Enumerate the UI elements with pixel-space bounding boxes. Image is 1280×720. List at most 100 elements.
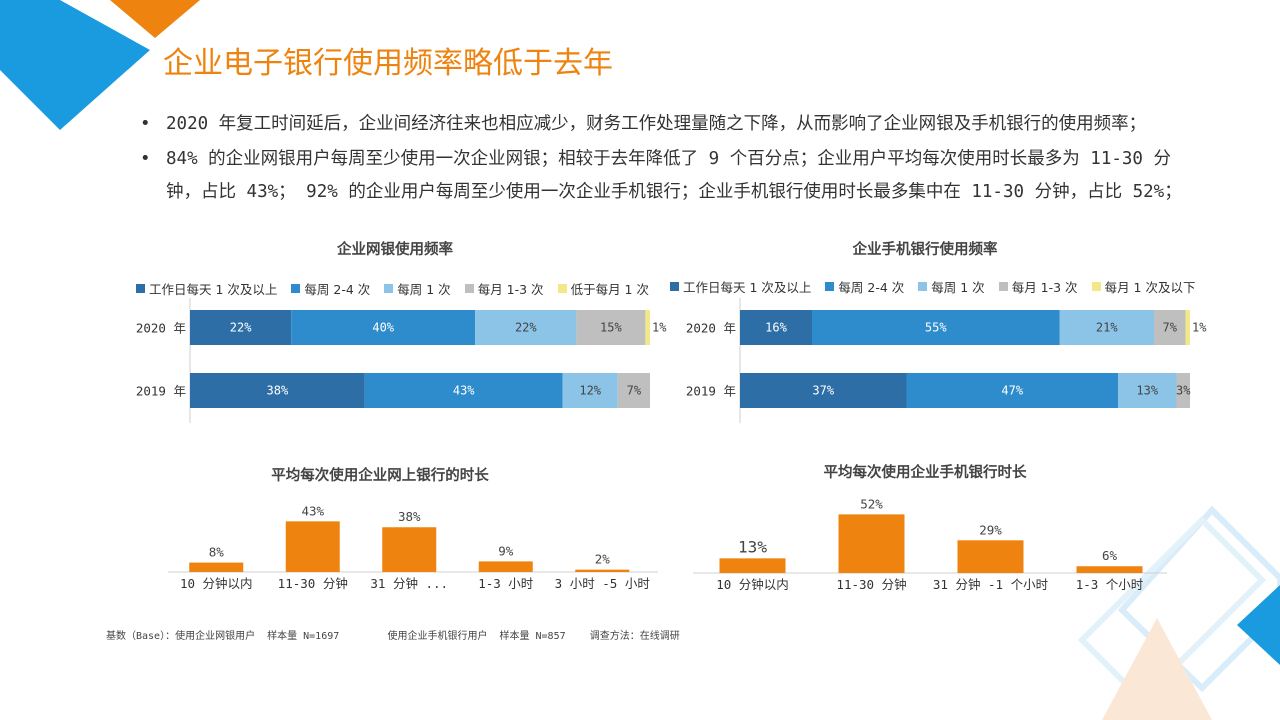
legend-item: 每周 2-4 次 (825, 277, 904, 296)
legend-item: 每周 1 次 (918, 277, 985, 296)
data-label: 1% (652, 321, 667, 335)
footnote-base: 基数（Base）：使用企业网银用户 样本量 N=1697 (106, 631, 340, 642)
bar (189, 562, 244, 572)
legend-label: 低于每月 1 次 (570, 282, 649, 297)
bar-segment (364, 373, 563, 408)
legend-item: 每周 2-4 次 (291, 279, 370, 298)
category-label: 31 分钟 -1 个小时 (933, 577, 1049, 592)
chart-mobile-duration: 13% 10 分钟以内 52% 11-30 分钟 29% 31 分钟 -1 个小时 6% 1-… (693, 496, 1167, 592)
data-label: 47% (1001, 384, 1023, 398)
category-label: 2019 年 (686, 384, 736, 399)
data-label: 7% (1163, 321, 1178, 335)
legend-label: 工作日每天 1 次及以上 (149, 282, 278, 297)
data-label: 38% (267, 384, 289, 398)
legend-netbank: 工作日每天 1 次及以上 每周 2-4 次 每周 1 次 每月 1-3 次 低于… (136, 279, 663, 298)
legend-item: 工作日每天 1 次及以上 (136, 279, 277, 298)
chart-title-netbank-frequency: 企业网银使用频率 (337, 242, 453, 258)
bullet-item: • 84% 的企业网银用户每周至少使用一次企业网银；相较于去年降低了 9 个百分… (140, 143, 1200, 209)
bar-segment (190, 373, 365, 408)
legend-label: 每月 1-3 次 (477, 282, 544, 297)
bullet-text: 84% 的企业网银用户每周至少使用一次企业网银；相较于去年降低了 9 个百分点；… (166, 149, 1182, 202)
bar-segment (1176, 373, 1190, 408)
data-label: 21% (1096, 321, 1118, 335)
legend-label: 每周 2-4 次 (838, 280, 905, 295)
bar (478, 561, 533, 572)
chart-title-mobile-frequency: 企业手机银行使用频率 (852, 242, 998, 258)
category-label: 11-30 分钟 (278, 576, 348, 591)
data-label: 3% (1176, 384, 1191, 398)
bar (1076, 566, 1143, 573)
category-label: 10 分钟以内 (180, 576, 253, 591)
bar (957, 540, 1024, 573)
legend-mobile: 工作日每天 1 次及以上 每周 2-4 次 每周 1 次 每月 1-3 次 每月… (670, 277, 1209, 296)
category-label: 3 小时 -5 小时 (555, 576, 651, 591)
data-label: 38% (398, 509, 421, 524)
legend-item: 每月 1-3 次 (464, 279, 544, 298)
bar-segment (1118, 373, 1177, 408)
legend-item: 每月 1-3 次 (998, 277, 1078, 296)
bar-segment (291, 310, 476, 345)
data-label: 8% (209, 545, 225, 560)
bar-segment (645, 310, 650, 345)
data-label: 1% (1192, 321, 1207, 335)
legend-item: 低于每月 1 次 (557, 279, 649, 298)
legend-label: 每周 1 次 (931, 280, 985, 295)
footnote-method: 调查方法：在线调研 (589, 631, 680, 642)
data-label: 7% (627, 384, 642, 398)
data-label: 37% (812, 384, 834, 398)
data-label: 22% (515, 321, 537, 335)
chart-mobile-frequency: 2020 年 16% 55% 21% 7% 1% 2019 年 37% 47% 13% 3% (686, 298, 1207, 423)
data-label: 22% (230, 321, 252, 335)
bullet-item: • 2020 年复工时间延后，企业间经济往来也相应减少，财务工作处理量随之下降，… (140, 108, 1200, 141)
bar (382, 527, 437, 572)
legend-item: 每月 1 次及以下 (1091, 277, 1196, 296)
bullet-dot: • (140, 114, 151, 134)
bar-segment (812, 310, 1060, 345)
data-label: 2% (595, 552, 611, 567)
bar-segment (740, 373, 907, 408)
bullet-list: • 2020 年复工时间延后，企业间经济往来也相应减少，财务工作处理量随之下降，… (140, 108, 1200, 211)
category-label: 31 分钟 ... (370, 576, 448, 591)
bullet-dot: • (140, 149, 151, 169)
bar (719, 558, 786, 573)
category-label: 2019 年 (136, 384, 186, 399)
bar-segment (475, 310, 577, 345)
bar-segment (562, 373, 618, 408)
page-title: 企业电子银行使用频率略低于去年 (163, 46, 613, 81)
data-label: 13% (1136, 384, 1158, 398)
data-label: 13% (738, 537, 767, 556)
chart-netbank-frequency: 2020 年 22% 40% 22% 15% 1% 2019 年 38% 43% 12% 7% (136, 298, 667, 423)
data-label: 55% (925, 321, 947, 335)
bar-segment (906, 373, 1118, 408)
chart-netbank-duration: 8% 10 分钟以内 43% 11-30 分钟 38% 31 分钟 ... 9% 1-3 小时… (168, 503, 658, 591)
data-label: 52% (860, 496, 883, 511)
bar (285, 521, 340, 572)
corner-decoration-top-left (0, 0, 200, 130)
data-label: 12% (579, 384, 601, 398)
bar-segment (617, 373, 650, 408)
data-label: 40% (372, 321, 394, 335)
data-label: 29% (979, 522, 1002, 537)
bar-segment (1059, 310, 1154, 345)
bar (838, 514, 905, 573)
legend-label: 每周 1 次 (397, 282, 451, 297)
legend-label: 每月 1 次及以下 (1104, 280, 1196, 295)
chart-title-mobile-duration: 平均每次使用企业手机银行时长 (823, 465, 1027, 481)
legend-label: 每月 1-3 次 (1011, 280, 1078, 295)
legend-item: 每周 1 次 (384, 279, 451, 298)
data-label: 43% (301, 503, 324, 518)
legend-item: 工作日每天 1 次及以上 (670, 277, 811, 296)
corner-decoration-bottom-right (1077, 505, 1280, 720)
category-label: 1-3 小时 (478, 576, 534, 591)
category-label: 1-3 个小时 (1076, 577, 1144, 592)
category-label: 2020 年 (686, 321, 736, 336)
category-label: 10 分钟以内 (716, 577, 789, 592)
category-label: 11-30 分钟 (836, 577, 906, 592)
category-label: 2020 年 (136, 321, 186, 336)
bar-segment (1185, 310, 1190, 345)
chart-title-netbank-duration: 平均每次使用企业网上银行的时长 (271, 468, 489, 484)
bar (575, 569, 630, 572)
data-label: 16% (765, 321, 787, 335)
footnote: 基数（Base）：使用企业网银用户 样本量 N=1697 使用企业手机银行用户 … (106, 627, 680, 642)
data-label: 9% (498, 543, 514, 558)
